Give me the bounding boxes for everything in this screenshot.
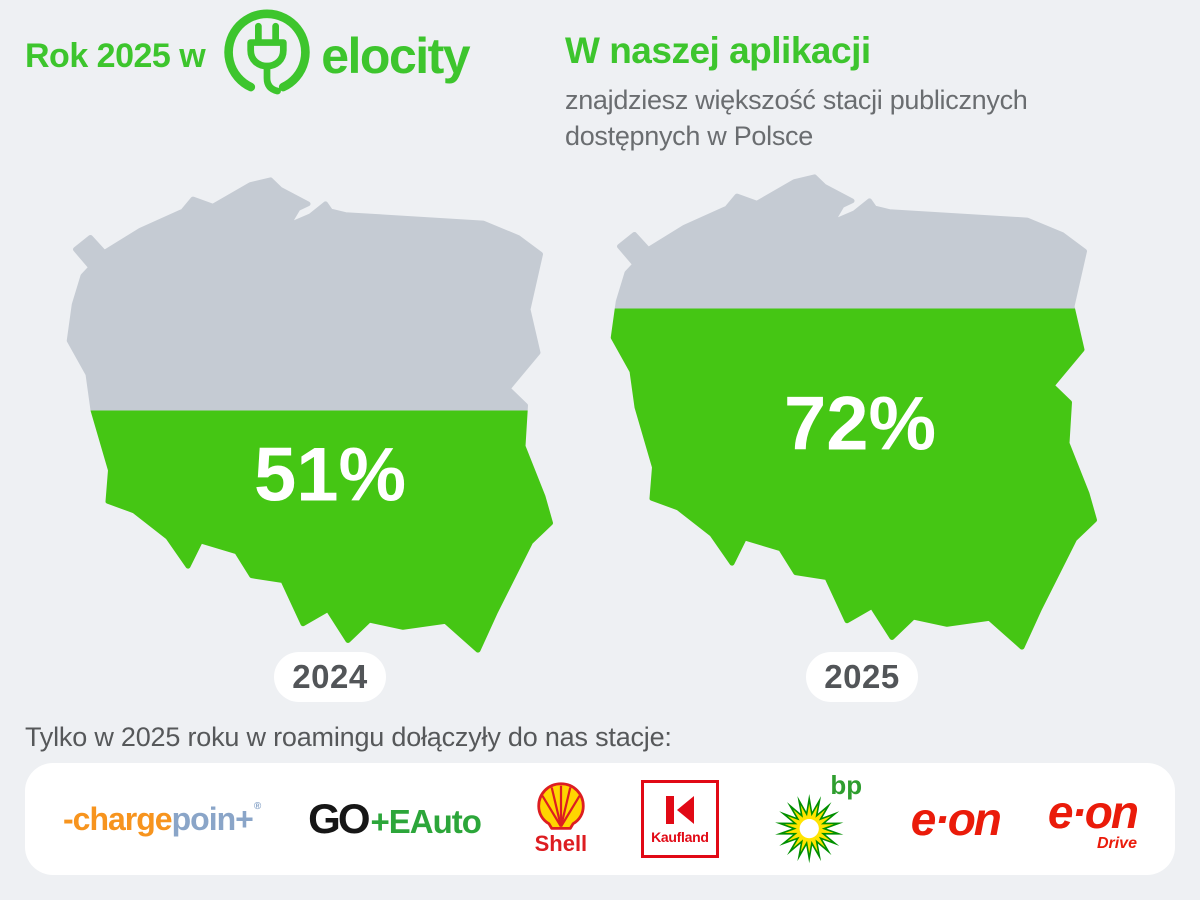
eon-drive-sub-label: Drive — [1096, 835, 1137, 852]
partner-logos-bar: -charge poin+ ® GO +EAuto Shell — [25, 763, 1175, 875]
header-brand-row: Rok 2025 w elocity — [25, 8, 471, 104]
chargepoint-blue-text: poin+ — [171, 800, 254, 837]
year-badge-2024: 2024 — [274, 652, 386, 702]
bp-wordmark: bp — [830, 770, 862, 800]
poland-map-2025: 72% — [607, 172, 1107, 652]
header-claim: W naszej aplikacji znajdziesz większość … — [565, 30, 1028, 154]
logo-shell: Shell — [529, 781, 593, 857]
claim-subtitle-line2: dostępnych w Polsce — [565, 121, 813, 151]
map-block-2025: 72% — [607, 172, 1107, 652]
claim-title: W naszej aplikacji — [565, 30, 871, 71]
year-title: Rok 2025 w — [25, 36, 206, 75]
logo-chargepoint: -charge poin+ ® — [63, 800, 261, 838]
kaufland-wordmark: Kaufland — [651, 828, 709, 845]
logo-kaufland: Kaufland — [640, 780, 719, 858]
poland-map-2024: 51% — [63, 175, 563, 655]
eauto-wordmark: +EAuto — [370, 803, 482, 840]
claim-subtitle: znajdziesz większość stacji publicznych … — [565, 82, 1028, 154]
roaming-partners-caption: Tylko w 2025 roku w roamingu dołączyły d… — [25, 722, 672, 752]
logo-go-plus-eauto: GO +EAuto — [308, 795, 482, 843]
logo-eon-drive: e·on Drive — [1047, 785, 1139, 853]
logo-bp: bp — [767, 769, 863, 869]
year-badge-2024-label: 2024 — [292, 658, 368, 695]
poland-silhouette-2024 — [69, 180, 550, 650]
brand-wordmark: elocity — [321, 28, 470, 84]
kaufland-k-icon — [665, 795, 694, 824]
bp-helios-icon: bp — [774, 770, 862, 864]
coverage-percent-2024: 51% — [254, 433, 406, 518]
coverage-percent-2025: 72% — [784, 382, 936, 467]
elocity-plug-icon — [224, 9, 310, 95]
eon-drive-wordmark: e·on — [1047, 786, 1139, 838]
chargepoint-orange-text: -charge — [63, 800, 173, 837]
go-wordmark: GO — [308, 795, 370, 842]
shell-pecten-icon — [537, 782, 585, 830]
year-badge-2025: 2025 — [806, 652, 918, 702]
claim-subtitle-line1: znajdziesz większość stacji publicznych — [565, 85, 1028, 115]
logo-eon: e·on — [910, 792, 1002, 846]
eon-wordmark: e·on — [910, 793, 1002, 845]
chargepoint-registered-mark: ® — [253, 800, 261, 812]
shell-wordmark: Shell — [534, 831, 588, 856]
year-badge-2025-label: 2025 — [824, 658, 900, 695]
map-block-2024: 51% — [63, 175, 563, 655]
